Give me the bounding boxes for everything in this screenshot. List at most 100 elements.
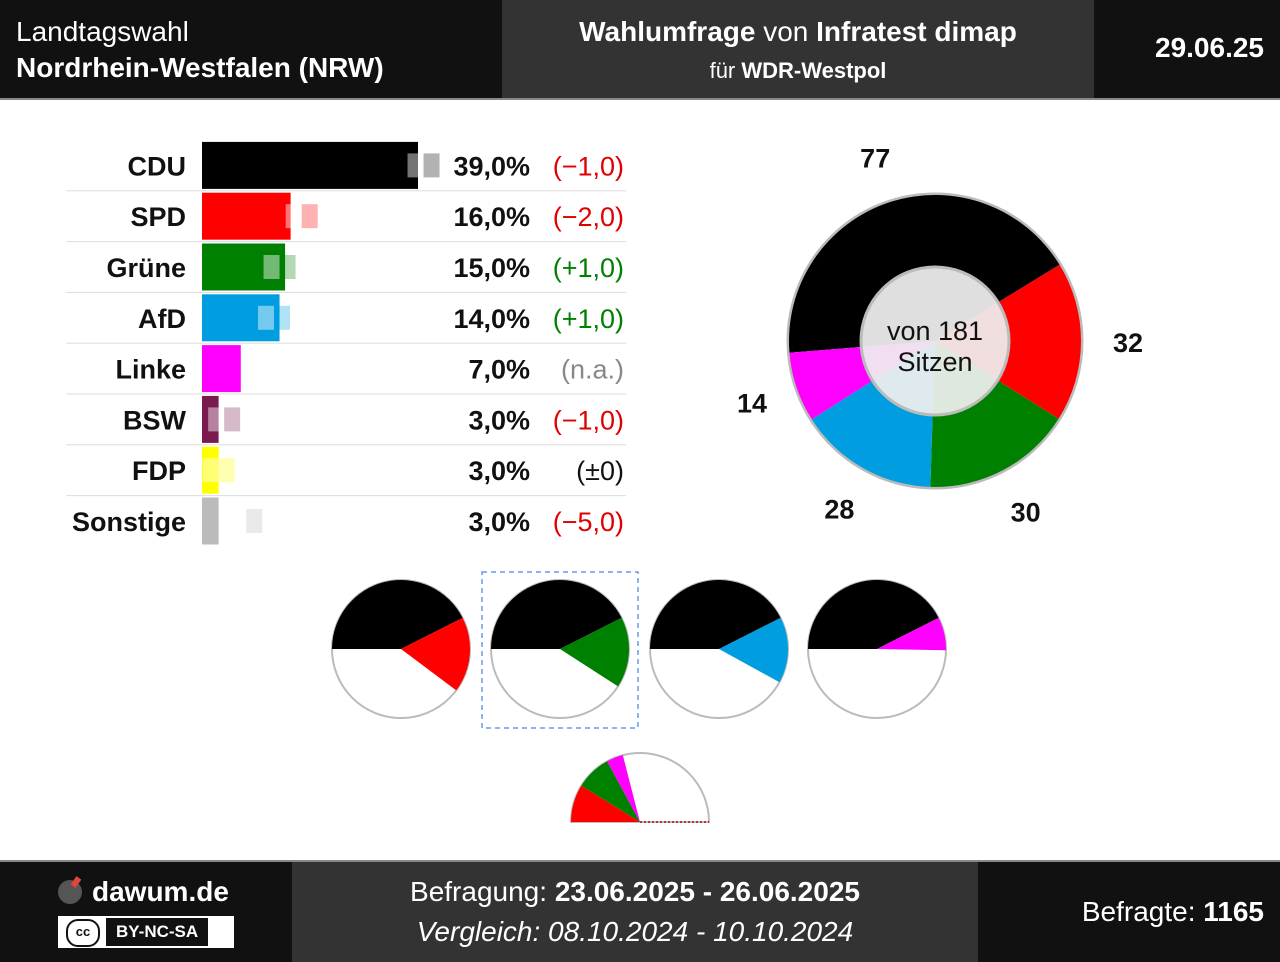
bar-change-label: (n.a.)	[561, 355, 624, 385]
coalition-slice	[877, 617, 946, 651]
previous-value-marker	[407, 153, 424, 178]
header-right: 29.06.25	[1094, 0, 1280, 98]
donut-seat-label: 32	[1113, 328, 1143, 358]
bar-category-label: Linke	[115, 355, 186, 385]
donut-center-line1: von 181	[887, 316, 983, 346]
coalition-slice	[401, 617, 471, 691]
previous-value-marker	[224, 407, 241, 432]
license-text: BY-NC-SA	[106, 918, 209, 946]
dawum-logo[interactable]: dawum.de	[58, 876, 229, 908]
bar-category-label: AfD	[138, 304, 186, 334]
previous-value-marker	[301, 204, 318, 229]
previous-value-marker	[263, 255, 280, 279]
half-pie-slice	[581, 761, 640, 822]
donut-seat-label: 77	[860, 143, 890, 173]
bar-change-label: (+1,0)	[553, 304, 624, 334]
donut-center-line2: Sitzen	[897, 347, 972, 377]
state-name: Nordrhein-Westfalen (NRW)	[16, 52, 384, 83]
footer-center: Befragung: 23.06.2025 - 26.06.2025 Vergl…	[292, 862, 978, 962]
coalition-slice	[491, 580, 622, 649]
bar-change-label: (−5,0)	[553, 507, 624, 537]
bar-category-label: CDU	[128, 151, 187, 181]
bar-value-label: 3,0%	[468, 405, 530, 435]
donut-center	[859, 265, 1011, 417]
respondents-count: 1165	[1203, 896, 1264, 927]
previous-value-marker	[279, 255, 296, 279]
bar	[202, 497, 219, 545]
footer-right: Befragte: 1165	[978, 862, 1280, 962]
bar-change-label: (−1,0)	[553, 405, 624, 435]
coalition-slice	[650, 580, 781, 649]
previous-value-marker	[218, 458, 235, 483]
previous-value-marker	[423, 153, 440, 178]
dawum-logo-icon	[58, 880, 82, 904]
coalition-slice	[560, 617, 629, 687]
bar-change-label: (±0)	[576, 456, 624, 486]
bar	[202, 395, 219, 443]
bar-category-label: Sonstige	[72, 507, 186, 537]
bar	[202, 192, 291, 240]
footer-left: dawum.de cc BY-NC-SA	[0, 862, 292, 962]
compare-label: Vergleich:	[416, 916, 549, 947]
bar-value-label: 39,0%	[453, 151, 530, 181]
coalition-slice	[719, 617, 789, 683]
half-pie-slice	[571, 785, 640, 822]
bar-category-label: SPD	[130, 202, 186, 232]
bar-value-label: 16,0%	[453, 202, 530, 232]
donut-seat-label: 30	[1011, 497, 1041, 527]
license-badge[interactable]: cc BY-NC-SA	[58, 916, 234, 948]
compare-dates: 08.10.2024 - 10.10.2024	[548, 916, 854, 947]
previous-value-marker	[285, 204, 302, 229]
survey-period: Befragung: 23.06.2025 - 26.06.2025	[292, 876, 978, 908]
bar-category-label: FDP	[132, 456, 186, 486]
previous-value-marker	[274, 305, 290, 330]
compare-period: Vergleich: 08.10.2024 - 10.10.2024	[292, 916, 978, 948]
bar-value-label: 3,0%	[468, 456, 530, 486]
bar	[202, 243, 286, 291]
bar-value-label: 3,0%	[468, 507, 530, 537]
bar-category-label: BSW	[123, 405, 187, 435]
bar	[202, 446, 219, 494]
bar-category-label: Grüne	[106, 253, 186, 283]
header-left: Landtagswahl Nordrhein-Westfalen (NRW)	[0, 0, 502, 98]
survey-label: Befragung:	[410, 876, 555, 907]
client-prefix: für	[709, 58, 742, 83]
header-bar: Landtagswahl Nordrhein-Westfalen (NRW) W…	[0, 0, 1280, 100]
donut-outline	[786, 192, 1084, 490]
bar-value-label: 14,0%	[453, 304, 530, 334]
previous-value-marker	[258, 305, 274, 330]
poll-date: 29.06.25	[1155, 32, 1264, 63]
poll-word: Wahlumfrage	[579, 16, 756, 47]
site-name: dawum.de	[92, 876, 229, 907]
poll-title: Wahlumfrage von Infratest dimap	[502, 16, 1094, 48]
survey-dates: 23.06.2025 - 26.06.2025	[554, 876, 860, 907]
donut-seat-label: 28	[824, 495, 854, 525]
previous-value-marker	[230, 509, 247, 533]
bar	[202, 345, 241, 393]
footer-bar: dawum.de cc BY-NC-SA Befragung: 23.06.202…	[0, 860, 1280, 962]
bar-value-label: 15,0%	[453, 253, 530, 283]
selected-coalition-frame	[481, 571, 639, 729]
donut-seat-label: 14	[737, 388, 767, 418]
respondents: Befragte: 1165	[1082, 896, 1264, 928]
coalition-slice	[808, 580, 939, 649]
poll-von: von	[755, 16, 817, 47]
bar-value-label: 7,0%	[468, 355, 530, 385]
bar	[202, 294, 280, 342]
cc-icon: cc	[66, 918, 100, 947]
previous-value-marker	[246, 509, 263, 533]
bar-change-label: (−2,0)	[553, 202, 624, 232]
header-center: Wahlumfrage von Infratest dimap für WDR-…	[502, 0, 1094, 98]
bar-change-label: (+1,0)	[553, 253, 624, 283]
coalition-slice	[332, 580, 463, 649]
institute-name: Infratest dimap	[816, 16, 1017, 47]
previous-value-marker	[208, 407, 225, 432]
previous-value-marker	[202, 458, 219, 483]
poll-client: für WDR-Westpol	[502, 58, 1094, 84]
half-pie-slice	[607, 755, 640, 822]
client-name: WDR-Westpol	[741, 58, 887, 83]
respondents-label: Befragte:	[1081, 896, 1204, 927]
election-type: Landtagswahl	[16, 16, 189, 47]
bar	[202, 141, 418, 189]
charts-canvas: CDU 39,0% (−1,0) SPD 16,0% (−2,0) Grüne 15,0% (+…	[66, 141, 1143, 823]
